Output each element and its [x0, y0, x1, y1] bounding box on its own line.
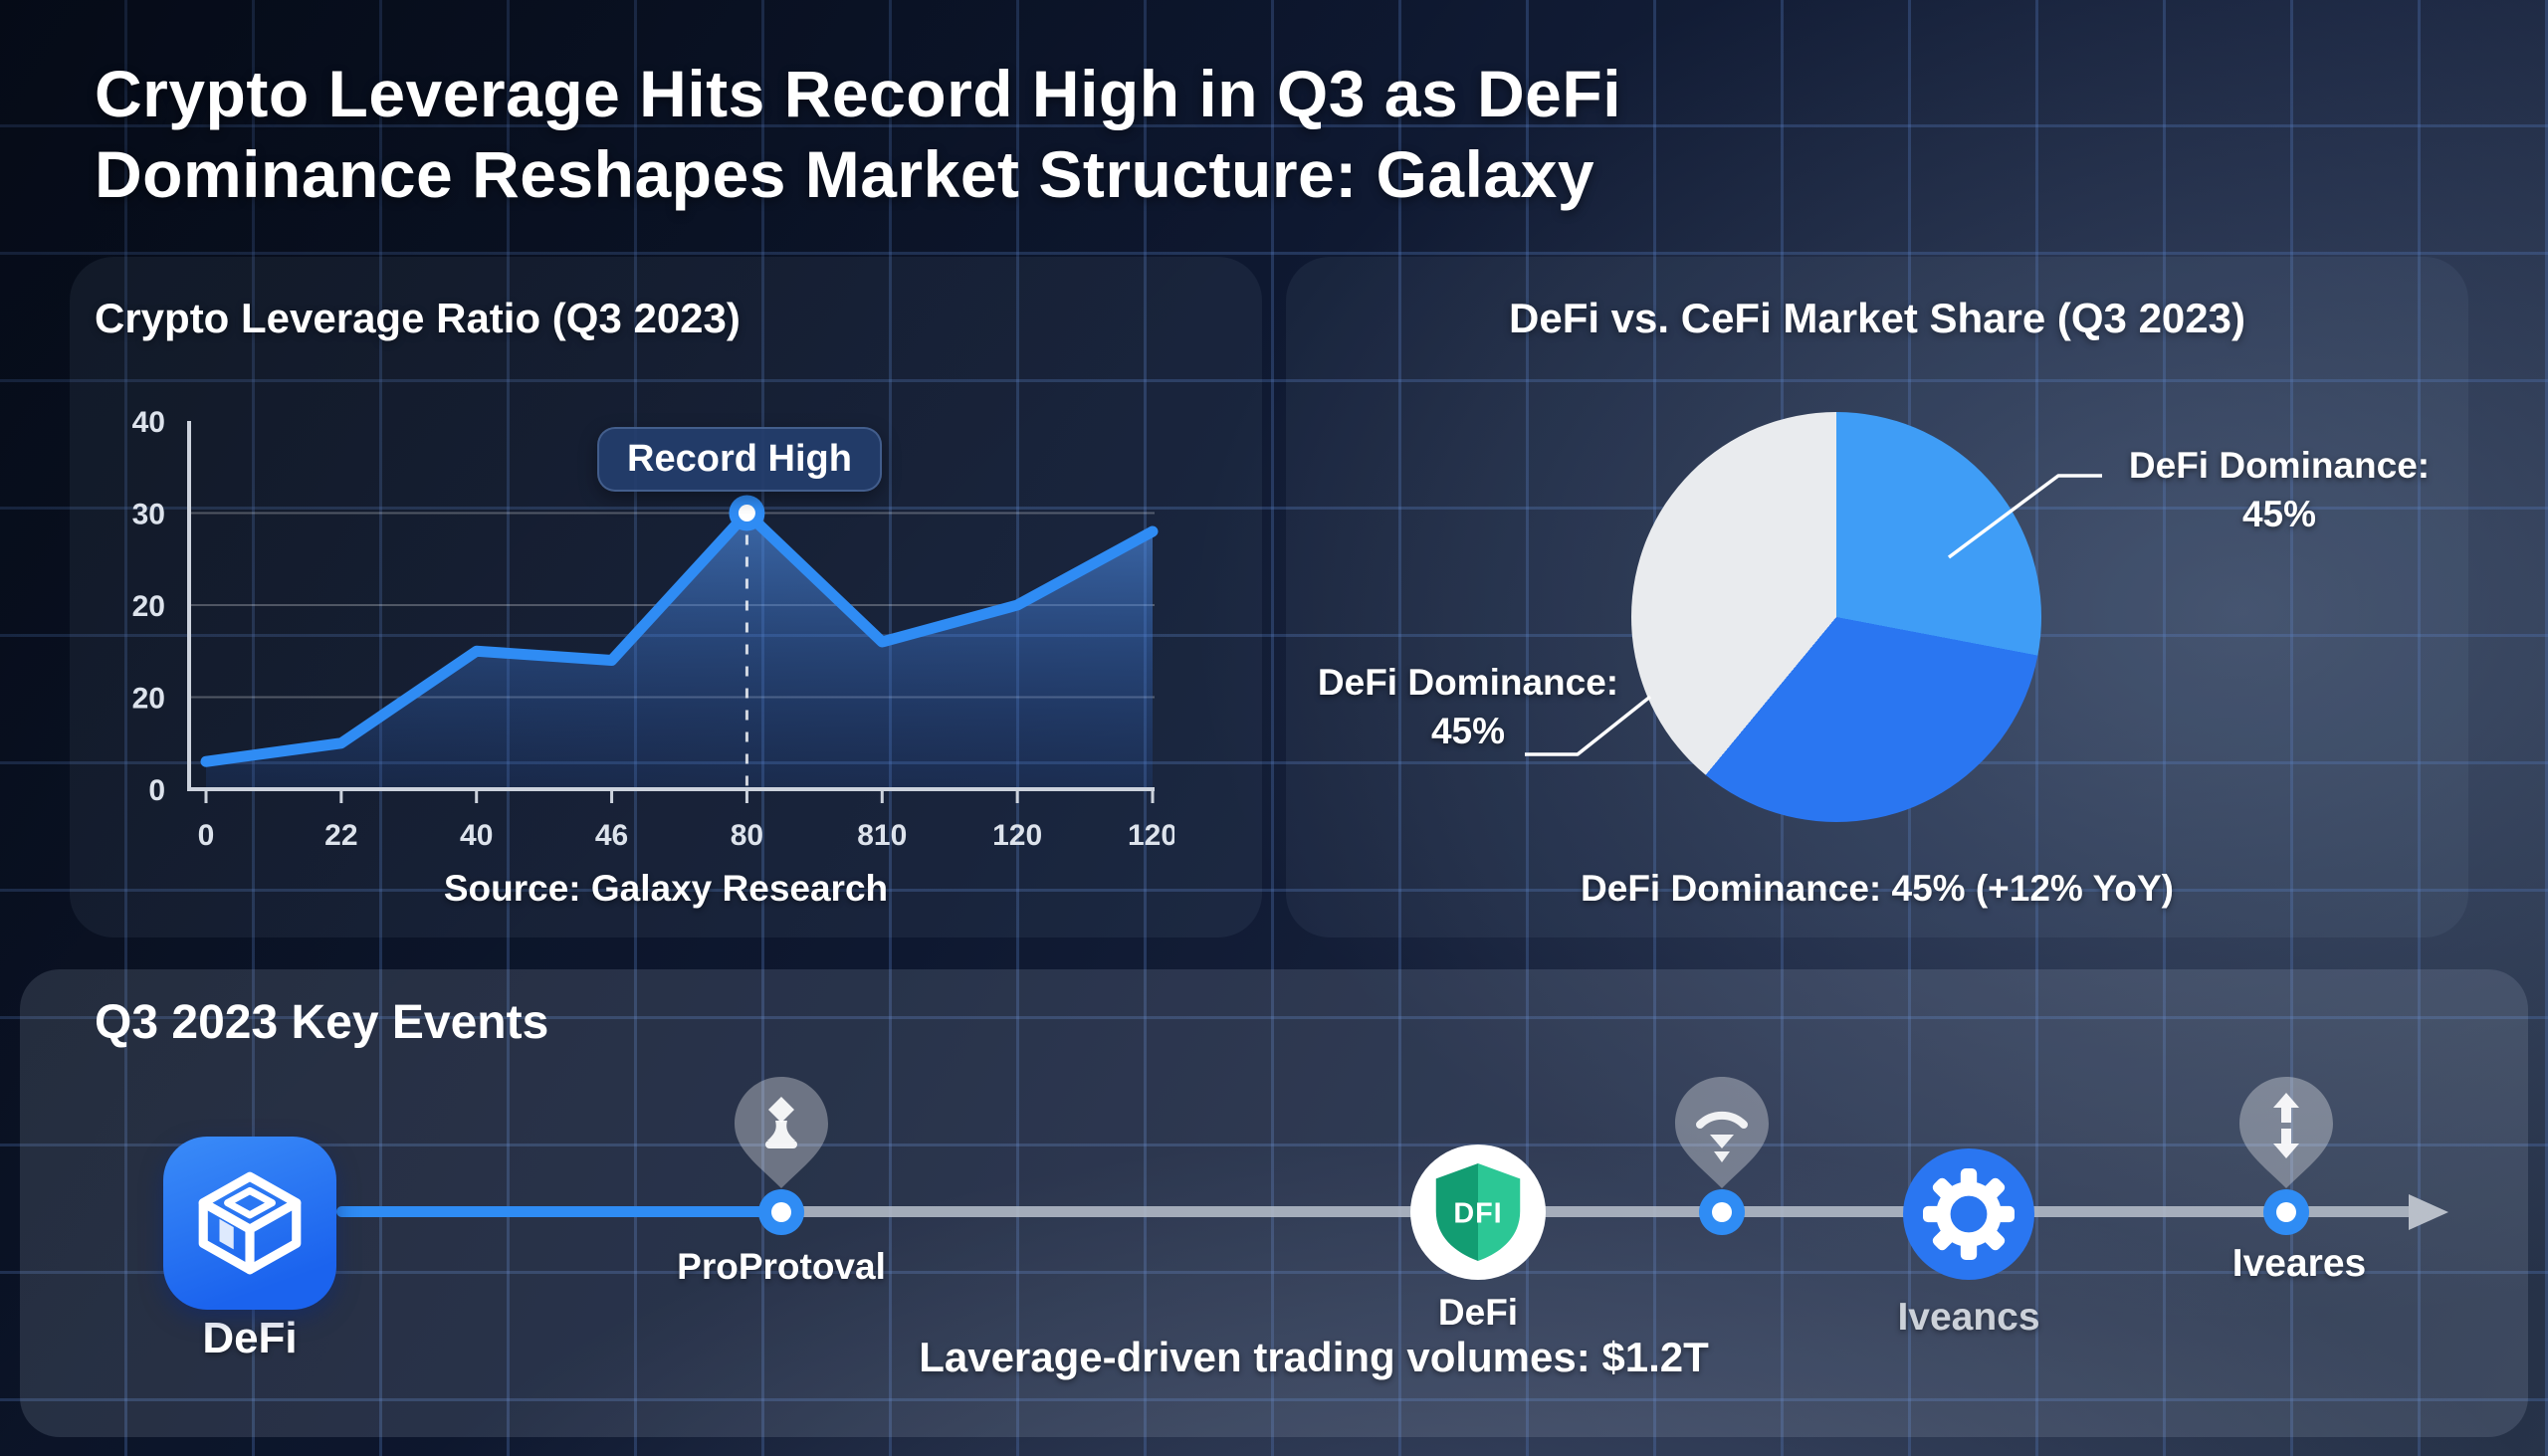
timeline-segment-blue	[336, 1206, 781, 1217]
defi-cube-app-icon	[163, 1137, 336, 1310]
timeline-node-proprotoval	[758, 1189, 804, 1235]
timeline-label-defi-1: DeFi	[202, 1314, 298, 1362]
svg-text:30: 30	[132, 499, 165, 531]
pie-caption: DeFi Dominance: 45% (+12% YoY)	[1581, 868, 2174, 909]
node-dot	[1712, 1202, 1732, 1222]
svg-text:810: 810	[857, 819, 907, 852]
leverage-area-chart: 40 30 20 20 00 22 40 46 80 810 120 120	[132, 406, 1174, 852]
wifi-pin-icon	[1675, 1077, 1769, 1188]
key-events-heading: Q3 2023 Key Events	[95, 996, 549, 1049]
svg-text:20: 20	[132, 683, 165, 716]
timeline-segment-grey	[781, 1206, 2414, 1217]
page-title: Crypto Leverage Hits Record High in Q3 a…	[95, 54, 1621, 214]
node-dot	[771, 1202, 791, 1222]
key-events-panel	[20, 969, 2528, 1437]
cube-icon	[198, 1171, 302, 1275]
timeline-label-iveancs: Iveancs	[1897, 1296, 2040, 1339]
dfi-shield-icon: DFI	[1435, 1163, 1521, 1261]
gear-icon	[1923, 1168, 2015, 1260]
svg-text:0: 0	[198, 819, 215, 852]
timeline-arrow-icon	[2409, 1194, 2448, 1230]
svg-text:DFI: DFI	[1453, 1198, 1502, 1230]
svg-text:20: 20	[132, 590, 165, 623]
svg-text:22: 22	[324, 819, 357, 852]
svg-text:40: 40	[132, 406, 165, 439]
svg-text:120: 120	[1128, 819, 1174, 852]
timeline-node-iveares	[2263, 1189, 2309, 1235]
leverage-chart-title: Crypto Leverage Ratio (Q3 2023)	[95, 295, 741, 341]
dfi-shield-badge: DFI	[1410, 1144, 1546, 1280]
page-title-line1: Crypto Leverage Hits Record High in Q3 a…	[95, 57, 1622, 130]
svg-text:40: 40	[460, 819, 493, 852]
svg-text:80: 80	[731, 819, 763, 852]
pie-callout-left-line2: 45%	[1430, 710, 1506, 751]
timeline-node-wifi	[1699, 1189, 1745, 1235]
gear-badge	[1903, 1148, 2034, 1280]
pie-callout-right-line1: DeFi Dominance:	[2128, 445, 2431, 486]
node-dot	[2276, 1202, 2296, 1222]
volumes-caption: Laverage-driven trading volumes: $1.2T	[919, 1334, 1709, 1380]
timeline-label-iveares: Iveares	[2231, 1242, 2367, 1285]
svg-text:0: 0	[148, 774, 165, 807]
timeline-label-proprotoval: ProProtoval	[677, 1246, 886, 1287]
svg-text:46: 46	[595, 819, 628, 852]
chart-source: Source: Galaxy Research	[443, 868, 889, 909]
pawn-pin-icon	[735, 1077, 828, 1188]
updown-arrows-pin-icon	[2239, 1077, 2333, 1188]
pie-callout-left-line1: DeFi Dominance:	[1317, 662, 1619, 703]
timeline-label-defi-2: DeFi	[1437, 1292, 1519, 1333]
page-title-line2: Dominance Reshapes Market Structure: Gal…	[95, 136, 1595, 211]
record-high-badge: Record High	[597, 427, 882, 492]
pie-callout-left: DeFi Dominance: 45%	[1314, 659, 1622, 756]
pie-chart-title: DeFi vs. CeFi Market Share (Q3 2023)	[1509, 295, 2245, 341]
pie-callout-right: DeFi Dominance: 45%	[2110, 442, 2448, 539]
pie-callout-right-line2: 45%	[2241, 493, 2317, 534]
market-share-pie-chart	[1631, 412, 2041, 822]
svg-text:120: 120	[992, 819, 1042, 852]
